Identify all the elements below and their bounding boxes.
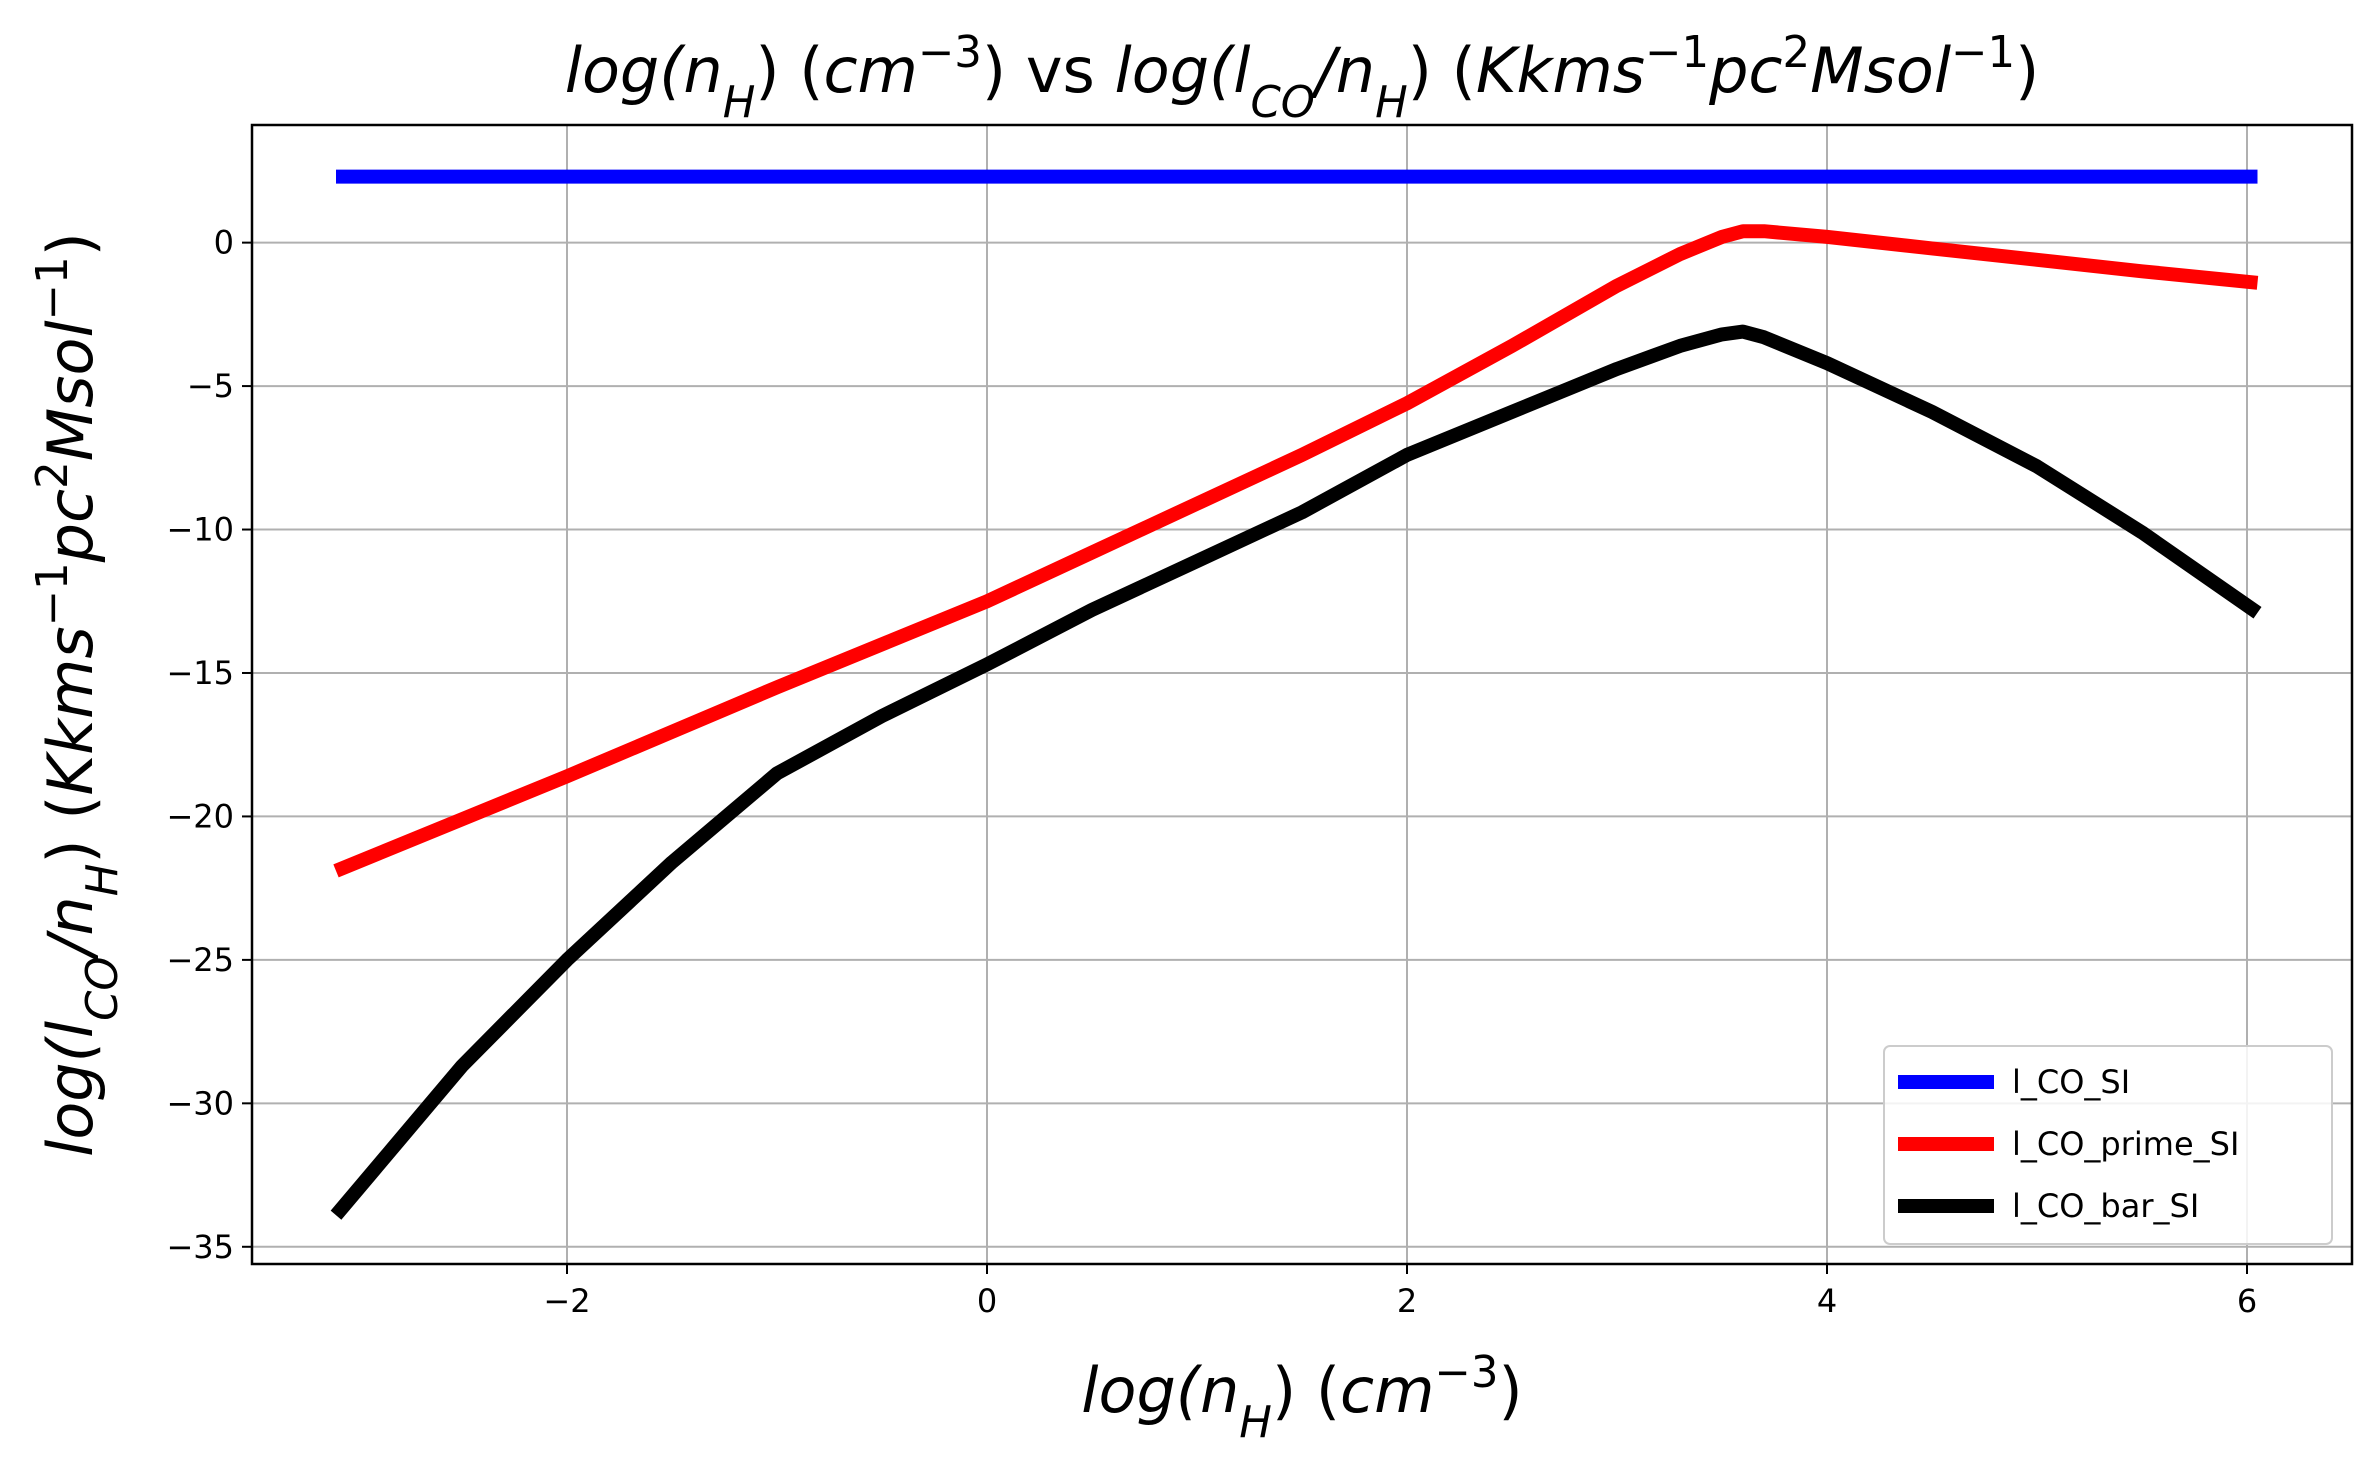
y-tick-label: −25 <box>166 941 234 979</box>
y-tick-label: −5 <box>187 367 234 405</box>
x-tick-label: 2 <box>1397 1282 1417 1320</box>
x-tick-label: 6 <box>2237 1282 2257 1320</box>
y-tick-label: −35 <box>166 1228 234 1266</box>
y-tick-label: −10 <box>166 511 234 549</box>
plot-frame <box>250 123 2354 1266</box>
y-axis-label: log(lCO/nH) (Kkms−1pc2Msol−1) <box>28 232 128 1157</box>
chart-title: log(nH) (cm−3) vs log(lCO/nH) (Kkms−1pc2… <box>565 28 2040 128</box>
x-axis-label: log(nH) (cm−3) <box>1081 1348 1522 1448</box>
series-line-l_CO_bar_SI <box>330 324 2262 1220</box>
x-tick-label: −2 <box>543 1282 590 1320</box>
x-tick-label: 4 <box>1817 1282 1837 1320</box>
x-tick-label: 0 <box>977 1282 997 1320</box>
legend-box <box>1883 1045 2333 1245</box>
y-tick-label: −30 <box>166 1084 234 1122</box>
legend-label-l_CO_SI: l_CO_SI <box>2012 1063 2130 1101</box>
legend-label-l_CO_prime_SI: l_CO_prime_SI <box>2012 1125 2239 1163</box>
series-line-l_CO_prime_SI <box>333 224 2259 878</box>
legend-label-l_CO_bar_SI: l_CO_bar_SI <box>2012 1187 2199 1225</box>
grid <box>252 125 2352 1264</box>
series-lines <box>330 169 2262 1220</box>
legend: l_CO_SI l_CO_prime_SI l_CO_bar_SI <box>1883 1045 2333 1245</box>
y-tick-label: 0 <box>214 224 234 262</box>
y-tick-label: −15 <box>166 654 234 692</box>
y-tick-label: −20 <box>166 797 234 835</box>
axis-ticks: −2 0 2 4 60−5−10−15−20−25−30−35 <box>166 224 2257 1320</box>
